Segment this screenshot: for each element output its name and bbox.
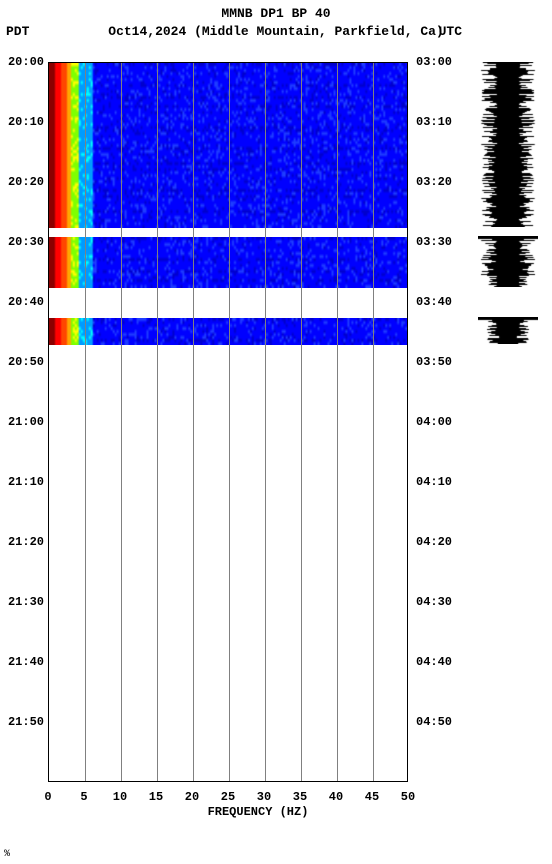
xtick: 15 (146, 790, 166, 804)
gridline-overlay (121, 63, 122, 781)
gridline-overlay (301, 63, 302, 781)
right-tz-label: UTC (439, 24, 462, 39)
xtick: 5 (74, 790, 94, 804)
ytick-right: 04:00 (416, 415, 452, 429)
gridline-overlay (265, 63, 266, 781)
ytick-left: 20:50 (2, 355, 44, 369)
ytick-right: 03:50 (416, 355, 452, 369)
ytick-right: 04:10 (416, 475, 452, 489)
waveform-segment (478, 236, 538, 287)
ytick-right: 03:30 (416, 235, 452, 249)
chart-title-sub: Oct14,2024 (Middle Mountain, Parkfield, … (0, 24, 552, 39)
gridline-overlay (373, 63, 374, 781)
ytick-left: 21:40 (2, 655, 44, 669)
xtick: 10 (110, 790, 130, 804)
xtick: 35 (290, 790, 310, 804)
ytick-right: 03:00 (416, 55, 452, 69)
gridline-overlay (157, 63, 158, 781)
ytick-right: 03:40 (416, 295, 452, 309)
ytick-left: 20:00 (2, 55, 44, 69)
gridline-overlay (229, 63, 230, 781)
ytick-left: 21:50 (2, 715, 44, 729)
ytick-left: 20:10 (2, 115, 44, 129)
x-axis-label: FREQUENCY (HZ) (168, 805, 348, 819)
ytick-left: 20:30 (2, 235, 44, 249)
gridline-overlay (85, 63, 86, 781)
xtick: 45 (362, 790, 382, 804)
ytick-right: 03:20 (416, 175, 452, 189)
gridline-overlay (337, 63, 338, 781)
xtick: 40 (326, 790, 346, 804)
ytick-left: 20:40 (2, 295, 44, 309)
ytick-right: 04:30 (416, 595, 452, 609)
footer-mark: % (4, 849, 10, 860)
ytick-left: 21:20 (2, 535, 44, 549)
ytick-left: 20:20 (2, 175, 44, 189)
ytick-left: 21:30 (2, 595, 44, 609)
ytick-right: 03:10 (416, 115, 452, 129)
spectrogram-plot-area (48, 62, 408, 782)
ytick-right: 04:50 (416, 715, 452, 729)
waveform-sidebar (478, 62, 538, 782)
ytick-right: 04:40 (416, 655, 452, 669)
ytick-left: 21:00 (2, 415, 44, 429)
xtick: 25 (218, 790, 238, 804)
waveform-segment (478, 317, 538, 344)
xtick: 0 (38, 790, 58, 804)
xtick: 20 (182, 790, 202, 804)
waveform-segment (478, 62, 538, 227)
gridline-overlay (193, 63, 194, 781)
xtick: 30 (254, 790, 274, 804)
ytick-right: 04:20 (416, 535, 452, 549)
chart-title-main: MMNB DP1 BP 40 (0, 6, 552, 21)
ytick-left: 21:10 (2, 475, 44, 489)
xtick: 50 (398, 790, 418, 804)
